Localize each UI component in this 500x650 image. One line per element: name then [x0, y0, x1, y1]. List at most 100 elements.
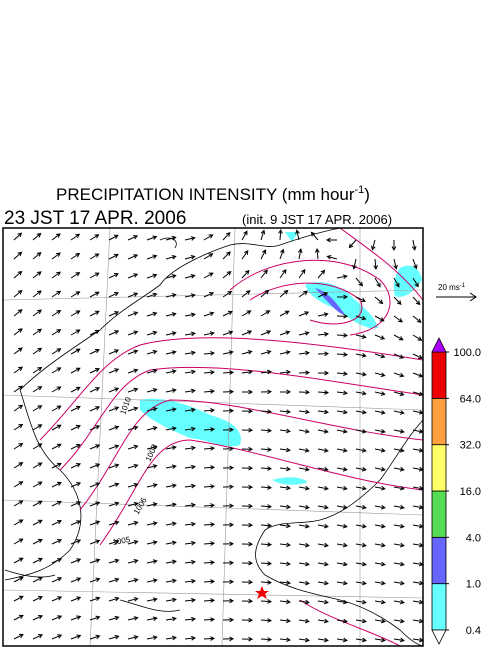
- wind-arrow: [184, 312, 196, 318]
- wind-arrow: [393, 277, 400, 288]
- wind-arrow: [260, 599, 273, 604]
- wind-arrow: [13, 576, 24, 583]
- wind-arrow: [51, 500, 62, 507]
- wind-arrow: [355, 542, 367, 548]
- wind-arrow: [146, 635, 158, 641]
- wind-arrow: [108, 292, 120, 298]
- wind-arrow: [13, 289, 23, 298]
- wind-arrow: [298, 542, 310, 548]
- wind-arrow: [314, 248, 320, 260]
- wind-arrow: [373, 258, 378, 270]
- wind-arrow: [184, 464, 196, 470]
- wind-arrow: [70, 386, 81, 393]
- wind-arrow: [317, 351, 330, 357]
- wind-arrow: [32, 424, 43, 431]
- wind-arrow: [297, 248, 303, 260]
- wind-arrow: [298, 466, 310, 472]
- wind-arrow: [279, 523, 291, 529]
- wind-arrow: [260, 369, 272, 375]
- wind-arrow: [412, 258, 418, 270]
- wind-arrow: [127, 387, 139, 393]
- wind-arrow: [279, 485, 291, 491]
- wind-arrow: [32, 271, 42, 279]
- wind-arrow: [89, 539, 101, 545]
- wind-arrow: [412, 334, 423, 341]
- wind-arrow: [241, 427, 254, 433]
- wind-arrow: [279, 330, 291, 336]
- wind-arrow: [298, 389, 311, 395]
- wind-arrow: [165, 445, 177, 451]
- wind-arrow: [317, 312, 329, 317]
- wind-arrow: [298, 290, 309, 298]
- wind-arrow: [51, 309, 62, 317]
- ref-sup: -1: [460, 283, 466, 289]
- wind-arrow: [374, 561, 386, 567]
- wind-arrow: [279, 542, 291, 548]
- wind-arrow: [127, 616, 139, 621]
- wind-arrow: [146, 387, 158, 393]
- wind-arrow: [336, 504, 348, 510]
- wind-arrow: [355, 296, 366, 303]
- wind-arrow: [146, 559, 158, 564]
- wind-arrow: [393, 353, 405, 359]
- wind-arrow: [184, 407, 196, 413]
- wind-arrow: [241, 290, 251, 298]
- wind-arrow: [260, 229, 266, 241]
- wind-arrow: [326, 254, 338, 260]
- wind-arrow: [146, 292, 158, 298]
- wind-arrow: [108, 234, 119, 241]
- wind-arrow: [374, 618, 386, 624]
- wind-arrow: [355, 447, 367, 453]
- wind-arrow: [317, 637, 329, 643]
- wind-arrow: [355, 390, 367, 396]
- wind-arrow: [222, 617, 235, 623]
- wind-arrow: [317, 485, 329, 491]
- wind-arrow: [374, 277, 381, 288]
- wind-arrow: [241, 249, 249, 260]
- wind-arrow: [165, 635, 177, 641]
- wind-arrow: [203, 503, 216, 508]
- wind-arrow: [184, 559, 196, 565]
- wind-arrow: [203, 541, 216, 546]
- wind-arrow: [203, 292, 215, 298]
- wind-arrow: [241, 598, 254, 604]
- wind-arrow: [393, 334, 404, 341]
- wind-arrow: [127, 349, 139, 355]
- precip-area: [285, 232, 298, 242]
- wind-arrow: [13, 481, 24, 488]
- wind-arrow: [108, 425, 120, 431]
- wind-arrow: [108, 406, 120, 412]
- wind-arrow: [146, 426, 158, 431]
- wind-arrow: [298, 561, 310, 567]
- wind-arrow: [51, 481, 62, 488]
- wind-arrow: [146, 445, 158, 450]
- wind-arrow: [127, 425, 139, 431]
- wind-arrow: [374, 353, 386, 359]
- wind-arrow: [203, 617, 216, 622]
- wind-arrow: [184, 350, 196, 356]
- wind-arrow: [355, 523, 367, 529]
- wind-arrow: [222, 310, 233, 317]
- wind-arrow: [393, 599, 405, 605]
- wind-arrow: [184, 578, 196, 584]
- colorbar-label: 16.0: [460, 486, 481, 498]
- wind-arrow: [146, 616, 158, 621]
- wind-arrow: [13, 309, 23, 317]
- wind-arrow: [184, 426, 196, 432]
- wind-arrow: [355, 277, 364, 287]
- map: 1010 1008 1006 1005: [2, 227, 424, 647]
- wind-arrow: [32, 309, 42, 317]
- wind-arrow: [393, 523, 405, 529]
- wind-arrow: [70, 596, 82, 602]
- wind-arrow: [241, 541, 254, 547]
- wind-arrow: [51, 539, 63, 545]
- wind-arrow: [32, 462, 43, 469]
- wind-arrow: [393, 466, 405, 472]
- wind-arrow: [203, 253, 214, 260]
- wind-arrow: [260, 542, 273, 547]
- wind-arrow: [89, 615, 101, 621]
- wind-arrow: [13, 347, 23, 355]
- wind-arrow: [374, 391, 386, 396]
- wind-arrow: [51, 405, 62, 412]
- wind-arrow: [260, 349, 272, 355]
